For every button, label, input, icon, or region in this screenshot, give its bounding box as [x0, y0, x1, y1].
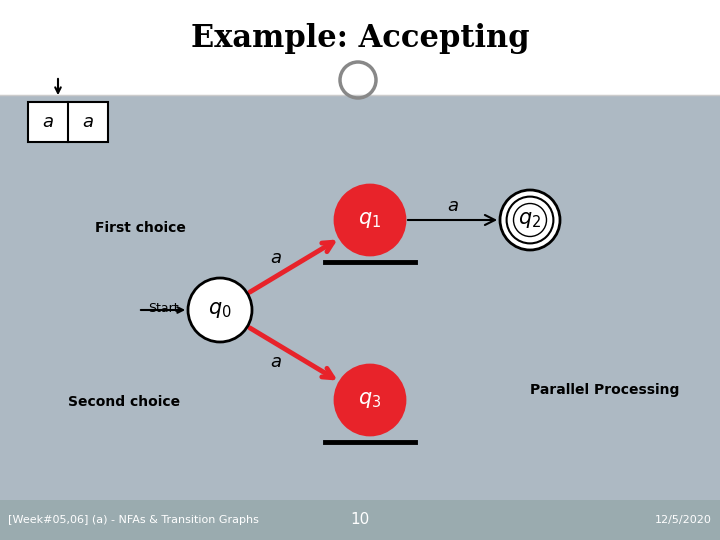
- Text: First choice: First choice: [95, 221, 186, 235]
- Text: $q_0$: $q_0$: [208, 300, 232, 320]
- Bar: [28, 102, 108, 142]
- Text: $a$: $a$: [82, 113, 94, 131]
- Text: Parallel Processing: Parallel Processing: [530, 383, 680, 397]
- Text: $a$: $a$: [446, 197, 459, 215]
- Text: Start: Start: [148, 301, 179, 314]
- Circle shape: [335, 185, 405, 255]
- Circle shape: [500, 190, 560, 250]
- Text: $q_2$: $q_2$: [518, 210, 541, 230]
- Text: $q_3$: $q_3$: [359, 390, 382, 410]
- Text: 10: 10: [351, 512, 369, 528]
- Text: Example: Accepting: Example: Accepting: [191, 23, 529, 53]
- Text: 12/5/2020: 12/5/2020: [655, 515, 712, 525]
- Bar: [0, 500, 720, 540]
- Circle shape: [188, 278, 252, 342]
- Text: [Week#05,06] (a) - NFAs & Transition Graphs: [Week#05,06] (a) - NFAs & Transition Gra…: [8, 515, 259, 525]
- Circle shape: [335, 365, 405, 435]
- Text: Second choice: Second choice: [68, 395, 180, 409]
- Bar: [0, 0, 720, 95]
- Text: $a$: $a$: [270, 249, 282, 267]
- Text: $a$: $a$: [42, 113, 54, 131]
- Text: $q_1$: $q_1$: [359, 210, 382, 230]
- Text: $a$: $a$: [270, 353, 282, 371]
